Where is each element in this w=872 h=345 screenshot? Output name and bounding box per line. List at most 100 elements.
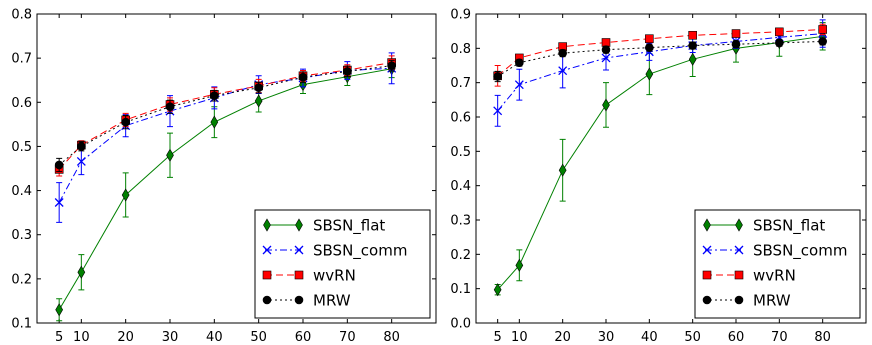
y-tick-label: 0.8 <box>11 8 32 23</box>
legend-marker <box>295 218 303 232</box>
data-point <box>558 66 568 76</box>
legend-entry: wvRN <box>702 267 796 285</box>
data-point <box>731 39 741 49</box>
data-point <box>493 72 502 81</box>
data-point <box>601 45 611 55</box>
data-point <box>602 98 610 112</box>
data-point <box>76 156 86 166</box>
x-tick-label: 5 <box>55 330 63 341</box>
data-point <box>298 72 308 82</box>
legend-entry: MRW <box>262 292 351 310</box>
data-point <box>77 142 86 151</box>
data-point <box>645 43 654 52</box>
legend-entry: SBSN_comm <box>702 242 847 261</box>
data-point <box>54 198 64 207</box>
x-tick-label: 5 <box>494 330 502 341</box>
x-tick-label: 30 <box>598 330 615 341</box>
x-tick-label: 20 <box>554 330 571 341</box>
y-tick-label: 0.1 <box>450 282 471 297</box>
y-tick-label: 0.9 <box>450 8 471 23</box>
legend-label: SBSN_flat <box>753 217 825 236</box>
legend: SBSN_flat SBSN_comm wvRN MRW <box>694 209 861 319</box>
x-tick-label: 40 <box>641 330 658 341</box>
data-point <box>121 117 130 127</box>
legend-marker <box>735 218 743 232</box>
y-tick-label: 0.6 <box>11 96 32 111</box>
x-tick-label: 80 <box>383 330 400 341</box>
legend-marker <box>294 270 304 280</box>
legend-entry: SBSN_flat <box>703 217 825 236</box>
series-MRW <box>493 37 827 83</box>
data-point <box>165 102 175 111</box>
data-point <box>514 80 524 90</box>
data-point <box>254 83 263 93</box>
legend-marker <box>703 218 711 232</box>
legend-marker <box>294 295 304 305</box>
data-point <box>818 37 827 46</box>
legend-label: SBSN_comm <box>753 242 847 261</box>
y-tick-label: 0.7 <box>450 76 471 91</box>
data-point <box>166 148 174 162</box>
legend-entry: SBSN_flat <box>263 217 385 236</box>
data-point <box>515 258 524 272</box>
data-point <box>254 94 263 108</box>
data-point <box>775 38 784 48</box>
legend-marker <box>262 295 272 305</box>
x-tick-label: 60 <box>728 330 745 341</box>
data-point <box>688 52 697 66</box>
left-chart-panel: 0.1 0.2 0.3 0.4 0.5 0.6 0.7 0.8 5 10 20 30 40 50 60 70 8… <box>11 8 437 345</box>
x-tick-label: 80 <box>814 330 831 341</box>
y-tick-label: 0.4 <box>11 184 32 199</box>
data-point <box>731 29 741 38</box>
y-tick-label: 0.8 <box>450 42 471 57</box>
legend-marker <box>263 218 271 232</box>
data-point <box>688 41 697 50</box>
legend-marker <box>734 245 744 255</box>
data-point <box>121 188 130 202</box>
x-tick-label: 30 <box>162 330 179 341</box>
y-tick-label: 0.2 <box>11 272 32 287</box>
data-point <box>54 160 64 170</box>
legend-marker <box>294 245 304 255</box>
legend-box <box>694 209 861 319</box>
data-point <box>210 115 219 129</box>
data-point <box>818 25 827 34</box>
y-tick-label: 0.6 <box>450 111 471 126</box>
legend-marker <box>734 295 744 305</box>
x-tick-label: 50 <box>250 330 267 341</box>
legend-label: wvRN <box>753 267 796 285</box>
y-tick-label: 0.2 <box>450 248 471 263</box>
y-tick-label: 0.3 <box>450 214 471 229</box>
legend-label: MRW <box>313 292 351 310</box>
x-tick-label: 50 <box>684 330 701 341</box>
data-point <box>493 283 502 297</box>
y-tick-label: 0.3 <box>11 228 32 243</box>
x-tick-label: 70 <box>339 330 356 341</box>
data-point <box>645 34 654 44</box>
y-tick-label: 0.4 <box>450 179 471 194</box>
legend-box <box>254 209 431 319</box>
x-tick-label: 20 <box>117 330 134 341</box>
legend-marker <box>702 295 712 305</box>
data-point <box>493 106 503 116</box>
x-tick-label: 60 <box>295 330 312 341</box>
data-point <box>210 91 219 100</box>
legend-marker <box>702 245 712 255</box>
series-line <box>58 65 392 166</box>
x-tick-label: 10 <box>511 330 528 341</box>
data-point <box>645 67 654 81</box>
data-point <box>55 303 64 317</box>
data-point <box>558 163 567 177</box>
legend-label: SBSN_flat <box>313 217 385 236</box>
data-point <box>558 48 567 58</box>
y-tick-label: 0.0 <box>450 317 471 332</box>
x-tick-label: 40 <box>206 330 223 341</box>
legend-label: wvRN <box>313 267 356 285</box>
series-MRW <box>54 59 396 173</box>
right-chart-panel: 0.0 0.1 0.2 0.3 0.4 0.5 0.6 0.7 0.8 0.9 5 10 20 30 40 5… <box>450 8 867 345</box>
x-tick-label: 70 <box>771 330 788 341</box>
data-point <box>601 38 611 47</box>
data-point <box>775 27 784 37</box>
